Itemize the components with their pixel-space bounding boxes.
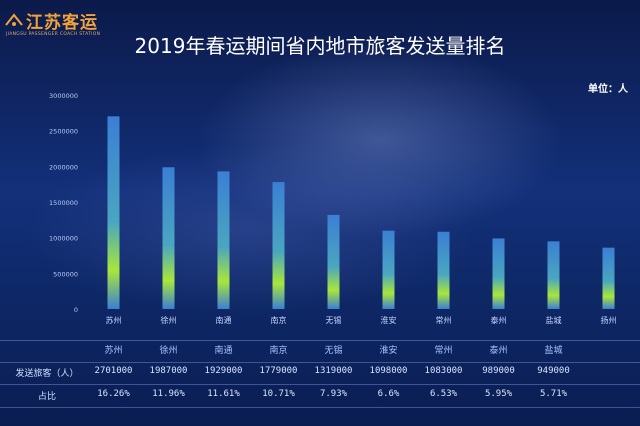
table-divider <box>0 340 640 341</box>
data-table: 苏州 徐州 南通 南京 无锡 淮安 常州 泰州 盐城 发送旅客（人） 2701000 198700… <box>0 340 640 426</box>
bar-扬州 <box>602 247 615 309</box>
table-cell-share: 6.6% <box>377 389 400 399</box>
table-header-cell: 常州 <box>434 346 453 356</box>
x-tick-label: 徐州 <box>161 315 177 325</box>
x-tick-label: 南京 <box>271 315 287 325</box>
bar-盐城 <box>547 241 560 309</box>
y-tick-label: 500000 <box>53 270 78 278</box>
bar-南通 <box>217 171 230 309</box>
table-header-cell: 苏州 <box>104 346 123 356</box>
bar-苏州 <box>107 116 120 309</box>
row-label-share: 占比 <box>37 392 56 402</box>
x-tick-label: 无锡 <box>326 316 342 325</box>
table-cell-passengers: 1987000 <box>149 366 188 376</box>
bar-series <box>107 116 615 309</box>
bar-常州 <box>437 231 450 309</box>
x-axis: 苏州 徐州 南通 南京 无锡 淮安 常州 泰州 盐城 扬州 <box>106 315 617 325</box>
table-cell-share: 5.95% <box>484 389 513 399</box>
x-tick-label: 南通 <box>216 315 232 325</box>
x-tick-label: 盐城 <box>546 315 562 325</box>
table-divider <box>0 407 640 408</box>
bar-chart: 0 500000 1000000 1500000 2000000 2500000 30000… <box>49 92 617 325</box>
x-tick-label: 苏州 <box>106 315 122 325</box>
table-cell-passengers: 949000 <box>537 366 570 376</box>
x-tick-label: 淮安 <box>381 315 397 325</box>
logo-name: 江苏客运 <box>26 13 98 33</box>
x-tick-label: 泰州 <box>491 315 507 325</box>
table-header-cell: 淮安 <box>379 346 398 356</box>
y-tick-label: 2000000 <box>49 163 78 171</box>
table-cell-passengers: 1098000 <box>369 366 408 376</box>
table-cell-passengers: 1929000 <box>204 366 243 376</box>
chart-title: 2019年春运期间省内地市旅客发送量排名 <box>134 34 506 58</box>
unit-label: 单位：人 <box>588 84 628 95</box>
table-cell-passengers: 989000 <box>482 366 515 376</box>
y-tick-label: 3000000 <box>49 92 78 100</box>
table-divider <box>0 384 640 385</box>
table-cell-passengers: 1319000 <box>314 366 353 376</box>
table-cell-passengers: 2701000 <box>94 366 133 376</box>
table-cell-share: 10.71% <box>262 389 295 399</box>
table-header-cell: 盐城 <box>544 346 563 356</box>
logo-mark-icon <box>5 13 23 26</box>
row-label-passengers: 发送旅客（人） <box>15 369 79 379</box>
y-tick-label: 2500000 <box>49 128 78 136</box>
bar-徐州 <box>162 167 175 309</box>
table-header-cell: 南通 <box>214 346 233 356</box>
table-cell-share: 7.93% <box>319 389 348 399</box>
table-header-cell: 徐州 <box>159 346 178 356</box>
table-cell-share: 11.96% <box>152 389 185 399</box>
logo: 江苏客运 JIANGSU PASSENGER COACH STATION <box>4 8 114 42</box>
table-divider <box>0 362 640 363</box>
table-cell-passengers: 1779000 <box>259 366 298 376</box>
table-header-cell: 南京 <box>269 346 288 356</box>
y-tick-label: 1500000 <box>49 199 78 207</box>
table-cell-passengers: 1083000 <box>424 366 463 376</box>
bar-淮安 <box>382 230 395 309</box>
table-cell-share: 11.61% <box>207 389 240 399</box>
table-row-share: 占比 16.26% 11.96% 11.61% 10.71% 7.93% 6.6% 6.53… <box>0 389 640 409</box>
y-axis: 0 500000 1000000 1500000 2000000 2500000 30000… <box>49 92 78 314</box>
table-cell-share: 16.26% <box>97 389 130 399</box>
bar-无锡 <box>327 214 340 309</box>
y-tick-label: 0 <box>74 306 78 314</box>
x-tick-label: 常州 <box>436 316 452 325</box>
table-cell-share: 5.71% <box>539 389 568 399</box>
table-row-passengers: 发送旅客（人） 2701000 1987000 1929000 1779000 1319… <box>0 366 640 386</box>
y-tick-label: 1000000 <box>49 235 78 243</box>
logo-subtitle: JIANGSU PASSENGER COACH STATION <box>6 32 101 37</box>
table-header-cell: 泰州 <box>489 346 508 356</box>
table-header-cell: 无锡 <box>324 346 343 356</box>
x-tick-label: 扬州 <box>601 315 617 325</box>
bar-南京 <box>272 182 285 309</box>
bar-泰州 <box>492 238 505 309</box>
table-cell-share: 6.53% <box>429 389 458 399</box>
table-header-row: 苏州 徐州 南通 南京 无锡 淮安 常州 泰州 盐城 <box>0 343 640 363</box>
